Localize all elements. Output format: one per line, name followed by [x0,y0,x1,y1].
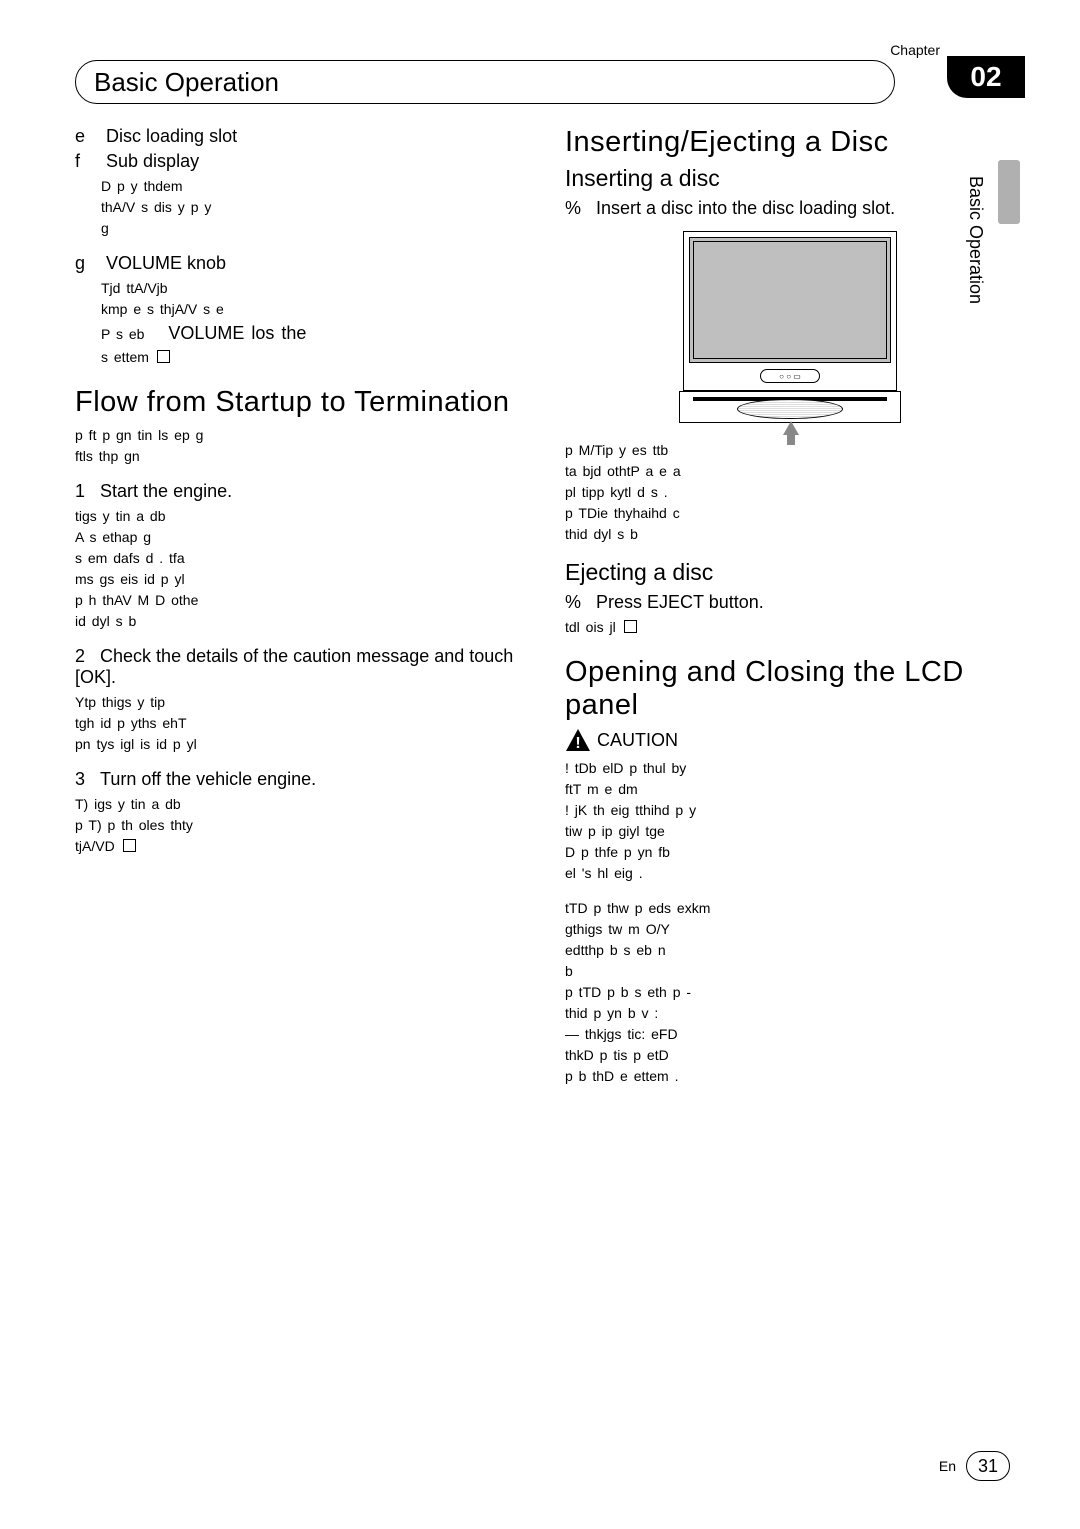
page-lang: En [939,1458,956,1474]
page-footer: En 31 [939,1451,1010,1481]
flow-desc: p ft p gn tin ls ep g ftls thp gn [75,425,525,467]
left-column: e Disc loading slot f Sub display D p y … [75,126,525,1101]
eject-step: % Press EJECT button. [565,592,1015,613]
heading-ejecting: Ejecting a disc [565,559,1015,586]
item-e: e Disc loading slot [75,126,525,147]
page-number: 31 [966,1451,1010,1481]
item-marker: e [75,126,101,147]
end-marker-icon [624,620,637,633]
item-text: Disc loading slot [106,126,237,146]
heading-insert-eject: Inserting/Ejecting a Disc [565,126,1015,159]
caution-body: ! tDb elD p thul by ftT m e dm ! jK th e… [565,758,1015,884]
item-g-desc: Tjd ttA/Vjb kmp e s thjA/V s e P s eb VO… [101,278,525,368]
disc-loading-figure: ○ ○ ▭ [665,231,915,426]
item-text: Sub display [106,151,199,171]
step-1-desc: tigs y tin a db A s ethap g s em dafs d … [75,506,525,632]
chapter-label: Chapter [890,42,940,58]
item-text: VOLUME knob [106,253,226,273]
lcd-body: tTD p thw p eds exkm gthigs tw m O/Y edt… [565,898,1015,1087]
chapter-number: 02 [947,56,1025,98]
insert-notes: p M/Tip y es ttb ta bjd othtP a e a pl t… [565,440,1015,545]
step-3: 3 Turn off the vehicle engine. [75,769,525,790]
item-f-desc: D p y thdem thA/V s dis y p y g [101,176,525,239]
caution-label: CAUTION [597,730,678,751]
end-marker-icon [157,350,170,363]
caution-icon: ! [565,728,591,752]
section-header: Basic Operation [75,60,895,104]
item-marker: f [75,151,101,172]
insert-step: % Insert a disc into the disc loading sl… [565,198,1015,219]
step-2: 2 Check the details of the caution messa… [75,646,525,688]
heading-lcd: Opening and Closing the LCD panel [565,656,1015,722]
heading-flow: Flow from Startup to Termination [75,386,525,419]
svg-text:!: ! [575,735,580,752]
item-f: f Sub display [75,151,525,172]
step-2-desc: Ytp thigs y tip tgh id p yths ehT pn tys… [75,692,525,755]
content-columns: e Disc loading slot f Sub display D p y … [75,126,1015,1101]
arrow-up-icon [783,421,799,435]
step-1: 1 Start the engine. [75,481,525,502]
end-marker-icon [123,839,136,852]
heading-inserting: Inserting a disc [565,165,1015,192]
step-3-desc: T) igs y tin a db p T) p th oles thty tj… [75,794,525,857]
item-marker: g [75,253,101,274]
right-column: Inserting/Ejecting a Disc Inserting a di… [565,126,1015,1101]
eject-desc: tdl ois jl [565,617,1015,638]
caution-header: ! CAUTION [565,728,1015,752]
item-g: g VOLUME knob [75,253,525,274]
